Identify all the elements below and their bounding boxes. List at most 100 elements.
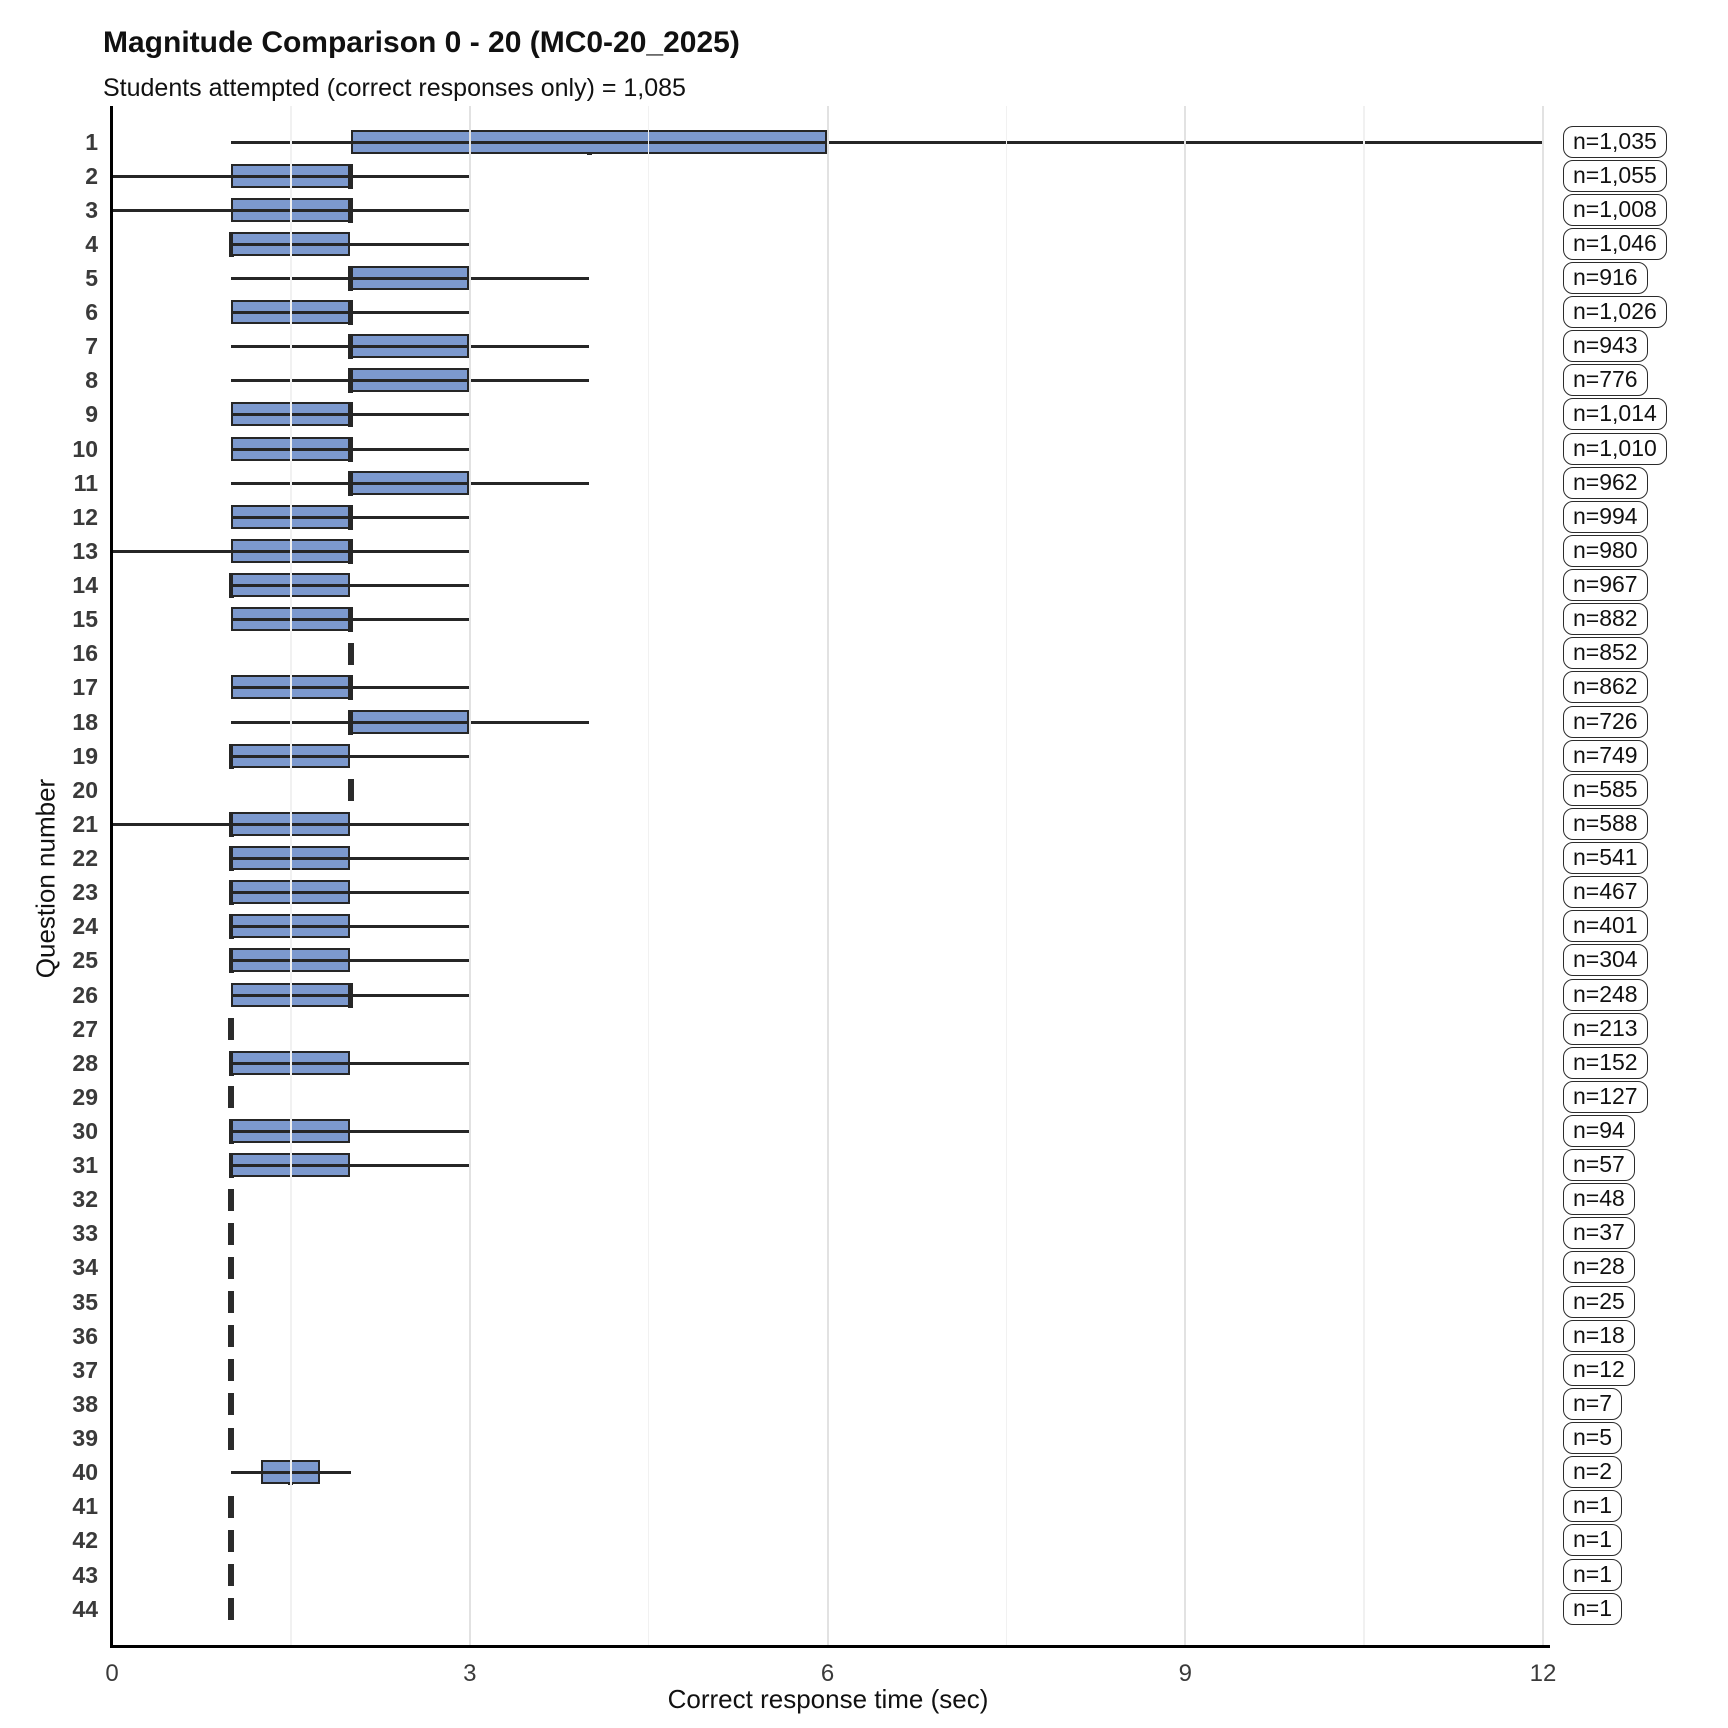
- whisker-line: [231, 993, 470, 997]
- y-tick-label: 3: [85, 196, 98, 223]
- y-tick-label: 25: [72, 947, 98, 974]
- chart-title: Magnitude Comparison 0 - 20 (MC0-20_2025…: [103, 26, 740, 59]
- y-tick-label: 18: [72, 708, 98, 735]
- whisker-line: [231, 515, 470, 519]
- y-tick-label: 36: [72, 1322, 98, 1349]
- y-tick-label: 39: [72, 1425, 98, 1452]
- y-tick-label: 21: [72, 810, 98, 837]
- degenerate-mark: [228, 1427, 235, 1450]
- y-tick-label: 6: [85, 299, 98, 326]
- n-count-badge: n=994: [1563, 500, 1648, 533]
- whisker-line: [231, 1129, 470, 1133]
- y-tick-label: 23: [72, 879, 98, 906]
- y-axis-line: [110, 106, 113, 1648]
- n-count-badge: n=12: [1563, 1353, 1635, 1386]
- gridline-major: [1184, 106, 1187, 1645]
- whisker-line: [231, 686, 470, 690]
- gridline-major: [468, 106, 471, 1645]
- y-tick-label: 9: [85, 401, 98, 428]
- whisker-line: [231, 140, 1543, 144]
- n-count-badge: n=1: [1563, 1558, 1623, 1591]
- n-count-badge: n=541: [1563, 842, 1648, 875]
- degenerate-mark: [228, 1359, 235, 1382]
- n-count-badge: n=862: [1563, 671, 1648, 704]
- degenerate-mark: [228, 1256, 235, 1279]
- y-tick-label: 29: [72, 1083, 98, 1110]
- n-count-badge: n=749: [1563, 739, 1648, 772]
- gridline-minor: [1363, 106, 1365, 1645]
- n-count-badge: n=18: [1563, 1319, 1635, 1352]
- n-count-badge: n=882: [1563, 603, 1648, 636]
- y-tick-label: 19: [72, 742, 98, 769]
- n-count-badge: n=1,008: [1563, 193, 1667, 226]
- n-count-badge: n=304: [1563, 944, 1648, 977]
- n-count-badge: n=943: [1563, 330, 1648, 363]
- y-tick-label: 34: [72, 1254, 98, 1281]
- whisker-line: [231, 1061, 470, 1065]
- n-count-badge: n=248: [1563, 978, 1648, 1011]
- gridline-minor: [1005, 106, 1008, 1645]
- n-count-badge: n=37: [1563, 1217, 1635, 1250]
- degenerate-mark: [228, 1529, 235, 1552]
- whisker-line: [231, 925, 470, 929]
- n-count-badge: n=152: [1563, 1046, 1648, 1079]
- n-count-badge: n=2: [1563, 1456, 1623, 1489]
- n-count-badge: n=588: [1563, 807, 1648, 840]
- gridline-minor: [290, 106, 292, 1645]
- n-count-badge: n=1,055: [1563, 159, 1667, 192]
- whisker-line: [231, 379, 589, 383]
- n-count-badge: n=25: [1563, 1285, 1635, 1318]
- n-count-badge: n=1,014: [1563, 398, 1667, 431]
- y-tick-label: 24: [72, 913, 98, 940]
- n-count-badge: n=1,035: [1563, 125, 1667, 158]
- degenerate-mark: [347, 642, 354, 665]
- whisker-line: [231, 276, 589, 280]
- degenerate-mark: [347, 779, 354, 802]
- y-tick-label: 37: [72, 1356, 98, 1383]
- y-tick-label: 32: [72, 1186, 98, 1213]
- x-tick-label: 12: [1529, 1660, 1557, 1687]
- x-tick-label: 3: [463, 1660, 477, 1687]
- n-count-badge: n=7: [1563, 1387, 1623, 1420]
- n-count-badge: n=916: [1563, 261, 1648, 294]
- n-count-badge: n=467: [1563, 876, 1648, 909]
- x-tick-label: 0: [105, 1660, 119, 1687]
- y-tick-label: 4: [85, 230, 98, 257]
- y-tick-label: 26: [72, 981, 98, 1008]
- x-tick-label: 9: [1178, 1660, 1192, 1687]
- y-tick-label: 13: [72, 537, 98, 564]
- y-tick-label: 14: [72, 572, 98, 599]
- y-tick-label: 7: [85, 333, 98, 360]
- degenerate-mark: [228, 1086, 235, 1109]
- x-tick-label: 6: [820, 1660, 835, 1687]
- gridline-major: [826, 106, 829, 1645]
- whisker-line: [231, 1164, 470, 1168]
- degenerate-mark: [228, 1564, 235, 1587]
- y-tick-label: 22: [72, 845, 98, 872]
- n-count-badge: n=401: [1563, 910, 1648, 943]
- y-tick-label: 41: [72, 1493, 98, 1520]
- degenerate-mark: [228, 1495, 235, 1518]
- y-tick-label: 12: [72, 503, 98, 530]
- y-tick-label: 16: [72, 640, 98, 667]
- whisker-line: [231, 891, 470, 895]
- whisker-line: [231, 618, 470, 622]
- n-count-badge: n=980: [1563, 534, 1648, 567]
- n-count-badge: n=1,010: [1563, 432, 1667, 465]
- degenerate-mark: [228, 1188, 235, 1211]
- y-tick-label: 11: [73, 469, 98, 496]
- n-count-badge: n=967: [1563, 569, 1648, 602]
- whisker-line: [231, 720, 589, 724]
- gridline-major: [1542, 106, 1544, 1645]
- n-count-badge: n=5: [1563, 1422, 1623, 1455]
- n-count-badge: n=57: [1563, 1149, 1635, 1182]
- y-tick-label: 1: [85, 128, 98, 155]
- chart-subtitle: Students attempted (correct responses on…: [103, 74, 686, 102]
- n-count-badge: n=28: [1563, 1251, 1635, 1284]
- n-count-badge: n=585: [1563, 773, 1648, 806]
- n-count-badge: n=1: [1563, 1592, 1623, 1625]
- y-tick-label: 38: [72, 1390, 98, 1417]
- y-axis-title: Question number: [30, 778, 61, 979]
- y-tick-label: 35: [72, 1288, 98, 1315]
